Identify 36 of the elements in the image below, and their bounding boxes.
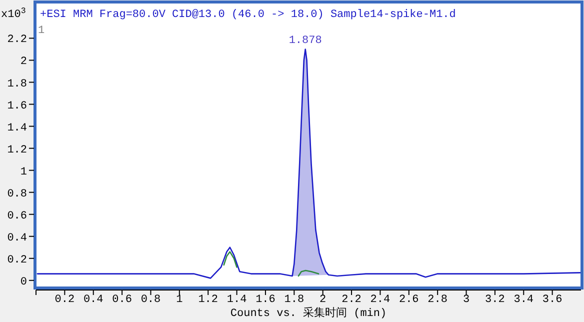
y-tick-label: 1 <box>20 166 28 178</box>
y-tick-label: 1.2 <box>7 144 27 156</box>
x-tick-label: 2 <box>320 294 326 306</box>
y-tick-label: 1.6 <box>7 100 27 112</box>
text: +ESI MRM Frag=80.0V CID@13.0 (46.0 -> 18.0) Sample14-spike-M1.d <box>40 9 456 21</box>
x-tick-label: 3.2 <box>485 294 505 306</box>
y-tick-label: 0.8 <box>7 188 27 200</box>
y-tick-label: 1.4 <box>7 122 28 134</box>
x-tick-label: 1.6 <box>256 294 276 306</box>
x-axis-title: Counts vs. 采集时间 (min) <box>230 306 387 320</box>
y-tick-label: 1.8 <box>7 78 27 90</box>
y-tick-label: 0.4 <box>7 232 28 244</box>
y-tick-label: 0.6 <box>7 210 27 222</box>
x-tick-label: 0.4 <box>83 294 104 306</box>
x-tick-label: 3.4 <box>514 294 534 306</box>
x-tick-label: 0.8 <box>140 294 161 306</box>
x-tick-label: 1.2 <box>198 294 218 306</box>
y-tick-label: 2 <box>20 56 27 68</box>
x-tick-label: 1.8 <box>284 294 304 306</box>
x-tick-label: 2.8 <box>428 294 448 306</box>
x-tick-label: 2.2 <box>342 294 362 306</box>
x-tick-label: 0.6 <box>112 294 132 306</box>
y-axis-title: x10$^{3}$ <box>1 6 26 21</box>
y-tick-label: 0 <box>20 276 27 288</box>
line-series <box>223 251 238 268</box>
x-tick-label: 0.2 <box>54 294 75 306</box>
annotation: 1 <box>38 25 45 37</box>
x-tick-label: 1 <box>176 294 184 306</box>
x-tick-label: 2.6 <box>398 294 419 306</box>
y-tick-label: 2.2 <box>7 34 27 46</box>
x-tick-label: 3.6 <box>542 294 562 306</box>
x-tick-label: 1.4 <box>226 294 248 306</box>
x-tick-label: 3 <box>462 294 470 306</box>
annotation: 1.878 <box>288 35 322 48</box>
x-tick-label: 2.4 <box>370 294 391 306</box>
y-tick-label: 0.2 <box>7 254 27 266</box>
